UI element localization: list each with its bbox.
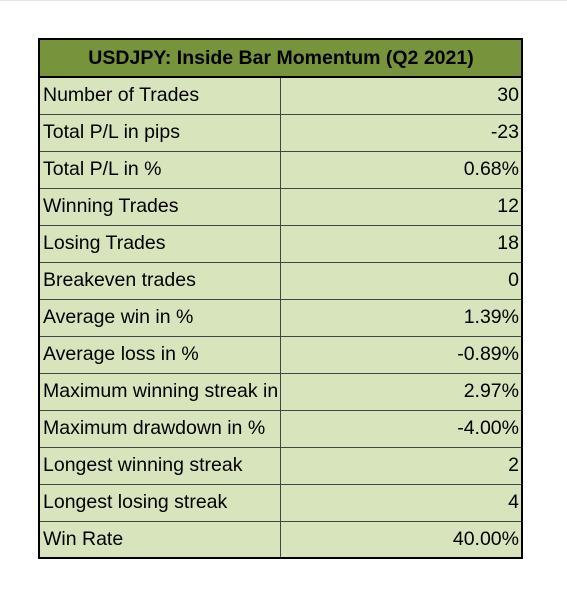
table-row: Total P/L in pips -23 [38,113,523,152]
table-row: Losing Trades 18 [38,224,523,263]
table-row: Winning Trades 12 [38,187,523,226]
table-row: Average loss in % -0.89% [38,335,523,374]
backtest-results-table: USDJPY: Inside Bar Momentum (Q2 2021) Nu… [38,38,523,559]
row-value: 4 [280,483,523,522]
row-value: 30 [280,76,523,115]
row-label: Number of Trades [38,76,281,115]
row-label: Maximum drawdown in % [38,409,281,448]
table-row: Total P/L in % 0.68% [38,150,523,189]
row-label: Longest losing streak [38,483,281,522]
row-value: -0.89% [280,335,523,374]
row-value: 1.39% [280,298,523,337]
table-row: Longest winning streak 2 [38,446,523,485]
table-header-row: USDJPY: Inside Bar Momentum (Q2 2021) [38,38,523,78]
row-label: Average win in % [38,298,281,337]
row-label: Win Rate [38,520,281,559]
row-value: 12 [280,187,523,226]
row-label: Longest winning streak [38,446,281,485]
table-row: Maximum winning streak in % 2.97% [38,372,523,411]
row-value: 2.97% [280,372,523,411]
row-label: Total P/L in % [38,150,281,189]
table-row: Longest losing streak 4 [38,483,523,522]
table-row: Win Rate 40.00% [38,520,523,559]
table-row: Breakeven trades 0 [38,261,523,300]
row-label: Winning Trades [38,187,281,226]
row-value: 2 [280,446,523,485]
row-label: Losing Trades [38,224,281,263]
table-title: USDJPY: Inside Bar Momentum (Q2 2021) [38,38,523,78]
row-label: Average loss in % [38,335,281,374]
row-value: -23 [280,113,523,152]
table-row: Number of Trades 30 [38,76,523,115]
row-value: -4.00% [280,409,523,448]
row-value: 0.68% [280,150,523,189]
row-label: Maximum winning streak in % [38,372,281,411]
table-row: Maximum drawdown in % -4.00% [38,409,523,448]
top-divider [0,0,567,1]
table-row: Average win in % 1.39% [38,298,523,337]
row-label: Total P/L in pips [38,113,281,152]
row-value: 18 [280,224,523,263]
row-value: 0 [280,261,523,300]
row-value: 40.00% [280,520,523,559]
row-label: Breakeven trades [38,261,281,300]
